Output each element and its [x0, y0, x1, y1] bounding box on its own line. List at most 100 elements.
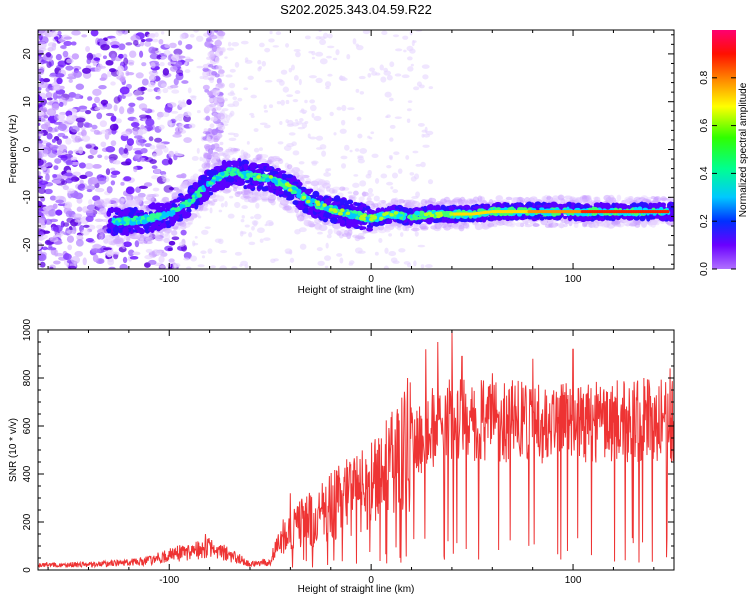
spectrogram-noise-blob — [113, 251, 120, 255]
spectrogram-noise-blob — [121, 153, 129, 159]
spectrogram-noise-blob — [359, 148, 368, 154]
spectrogram-noise-blob — [211, 88, 217, 94]
spectrogram-noise-blob — [85, 210, 94, 214]
spectrogram-noise-blob — [47, 101, 53, 106]
spectrogram-noise-blob — [227, 41, 232, 47]
spectrogram-noise-blob — [181, 99, 186, 105]
spectrogram-noise-blob — [186, 99, 192, 106]
spectrogram-noise-blob — [38, 217, 46, 224]
spectrogram-noise-blob — [152, 153, 158, 158]
spectrogram-noise-blob — [50, 146, 58, 151]
spectrogram-noise-blob — [209, 54, 215, 60]
spectrogram-noise-blob — [81, 129, 87, 137]
spectrogram-noise-blob — [70, 125, 80, 133]
spectrogram-halo-blob — [383, 225, 392, 233]
spectrogram-noise-blob — [317, 260, 325, 266]
spectrogram-halo-blob — [212, 194, 218, 202]
spectrogram-noise-blob — [96, 112, 103, 120]
spectrogram-noise-blob — [137, 86, 148, 91]
spectrogram-noise-blob — [106, 249, 113, 258]
spectrogram-halo-blob — [146, 193, 153, 199]
spectrogram-noise-blob — [162, 68, 170, 76]
spectrogram-noise-blob — [113, 160, 121, 165]
spectrogram-noise-blob — [38, 170, 42, 176]
spectrogram-noise-blob — [365, 173, 372, 179]
spectrogram-noise-blob — [248, 232, 253, 238]
spectrogram-halo-blob — [256, 153, 263, 160]
spectrogram-band-blob — [235, 160, 240, 168]
spectrogram-noise-blob — [214, 56, 220, 64]
spectrogram-noise-blob — [232, 96, 238, 101]
spectrogram-noise-blob — [378, 237, 383, 244]
spectrogram-halo-blob — [143, 240, 153, 245]
spectrogram-noise-blob — [206, 136, 211, 141]
spectrogram-noise-blob — [309, 104, 317, 112]
spectrogram-halo-blob — [419, 223, 427, 230]
spectrogram-halo-blob — [232, 187, 238, 192]
spectrogram-noise-blob — [122, 53, 128, 59]
spectrogram-band-blob — [219, 182, 226, 189]
spectrogram-band-blob — [319, 212, 324, 218]
spectrogram-noise-blob — [85, 238, 94, 243]
spectrogram-noise-blob — [110, 167, 116, 171]
spectrogram-noise-blob — [113, 96, 121, 104]
spectrogram-noise-blob — [280, 99, 285, 106]
spectrogram-halo-blob — [99, 227, 104, 235]
spectrogram-noise-blob — [193, 30, 199, 33]
spectrogram-noise-blob — [174, 151, 179, 156]
spectrogram-noise-blob — [225, 74, 233, 78]
spectrogram-noise-blob — [178, 123, 185, 128]
spectrogram-halo-blob — [592, 221, 600, 229]
spectrogram-noise-blob — [217, 124, 226, 131]
spectrogram-band-blob — [246, 184, 252, 189]
spectrogram-noise-blob — [105, 146, 116, 153]
spectrogram-noise-blob — [261, 60, 267, 67]
spectrogram-noise-blob — [352, 38, 357, 45]
spectrogram-halo-blob — [420, 199, 428, 206]
spectrogram-noise-blob — [173, 48, 183, 56]
spectrogram-noise-blob — [108, 266, 116, 269]
spectrogram-band-blob — [360, 226, 367, 230]
spectrogram-noise-blob — [390, 257, 398, 263]
spectrogram-halo-blob — [641, 221, 647, 228]
spectrogram-noise-blob — [74, 250, 83, 257]
spectrogram-noise-blob — [355, 43, 359, 47]
spectrogram-halo-blob — [544, 223, 552, 229]
spectrogram-noise-blob — [177, 113, 185, 118]
spectrogram-noise-blob — [315, 77, 323, 84]
spectrogram-halo-blob — [505, 196, 513, 201]
spectrogram-halo-blob — [434, 222, 442, 230]
spectrogram-noise-blob — [158, 124, 165, 130]
spectrogram-noise-blob — [95, 52, 102, 58]
spectrogram-noise-blob — [119, 76, 126, 83]
spectrogram-noise-blob — [113, 104, 118, 112]
spectrogram-noise-blob — [394, 48, 403, 52]
spectrogram-halo-blob — [355, 235, 364, 240]
spectrogram-band-blob — [285, 174, 294, 179]
spectrogram-noise-blob — [65, 65, 74, 71]
spectrogram-noise-blob — [371, 71, 378, 76]
spectrogram-noise-blob — [75, 117, 86, 123]
spectrogram-noise-blob — [293, 75, 299, 81]
spectrogram-noise-blob — [327, 45, 335, 49]
spectrogram-noise-blob — [132, 127, 139, 136]
spectrogram-noise-blob — [204, 152, 212, 159]
spectrogram-noise-blob — [386, 74, 393, 81]
spectrogram-noise-blob — [110, 180, 116, 186]
spectrogram-noise-blob — [159, 62, 165, 67]
spectrogram-noise-blob — [63, 40, 72, 47]
spectrogram-noise-blob — [234, 201, 241, 209]
spectrogram-halo-blob — [472, 196, 480, 203]
spectrogram-noise-blob — [298, 227, 307, 233]
spectrogram-noise-blob — [65, 159, 73, 166]
figure-title: S202.2025.343.04.59.R22 — [280, 2, 432, 17]
spectrogram-noise-blob — [190, 255, 198, 262]
spectrogram-halo-blob — [650, 220, 657, 228]
spectrogram-noise-blob — [132, 251, 141, 256]
spectrogram-noise-blob — [209, 207, 213, 214]
spectrogram-noise-blob — [104, 155, 109, 160]
spectrogram-noise-blob — [327, 73, 333, 77]
spectrogram-noise-blob — [184, 56, 191, 60]
spectrogram-noise-blob — [94, 66, 101, 73]
spectrogram-halo-blob — [222, 188, 231, 194]
